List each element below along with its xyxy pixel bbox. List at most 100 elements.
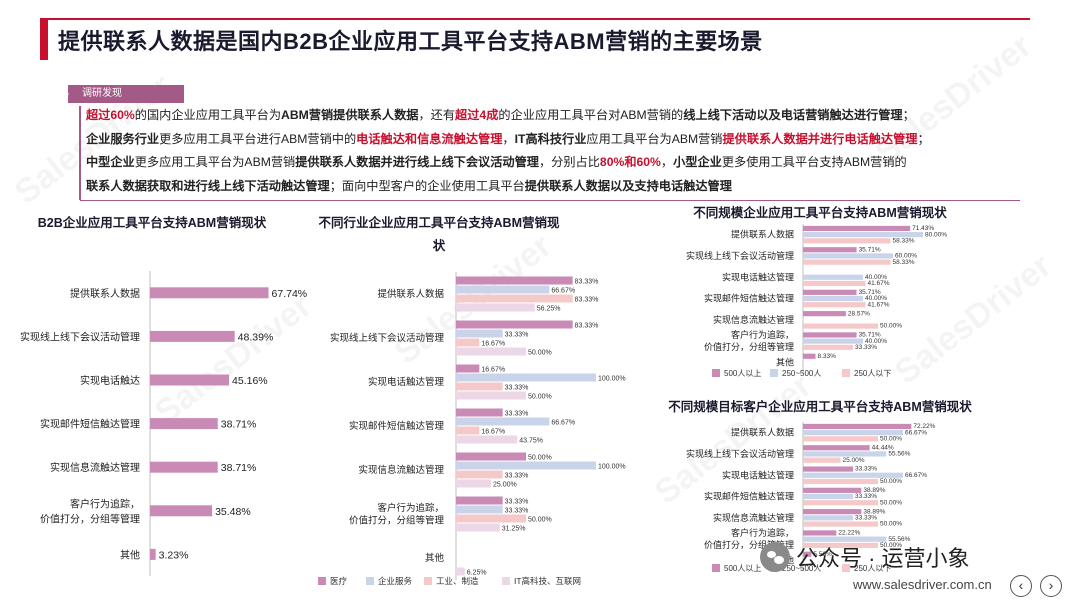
summary-accent-line	[79, 106, 81, 200]
bar	[456, 426, 480, 435]
category-label: 客户行为追踪，	[731, 329, 794, 340]
data-label: 40.00%	[865, 295, 887, 302]
bar	[150, 461, 218, 473]
data-label: 50.00%	[528, 455, 552, 462]
data-label: 80.00%	[925, 231, 947, 238]
data-label: 38.89%	[863, 487, 885, 494]
title-accent-bar	[40, 18, 48, 60]
highlight: 80%和60%	[599, 155, 661, 169]
bar	[456, 329, 503, 338]
bar	[150, 505, 213, 517]
chart-2-title: 不同行业企业应用工具平台支持ABM营销现状	[318, 216, 560, 253]
data-label: 66.67%	[905, 429, 927, 436]
bar	[803, 232, 923, 238]
category-label: 客户行为追踪，	[731, 527, 794, 538]
bar	[456, 382, 503, 391]
text: ，还有	[418, 108, 456, 122]
bar	[456, 435, 518, 444]
summary-line-1: 超过60%的国内企业应用工具平台为ABM营销提供联系人数据，还有超过4成的企业应…	[86, 104, 1026, 128]
bar	[803, 274, 863, 280]
data-label: 50.00%	[880, 499, 902, 506]
highlight: 提供联系人数据并进行电话触达管理	[722, 131, 918, 146]
legend-swatch	[318, 577, 326, 585]
category-label: 客户行为追踪，	[377, 502, 444, 514]
bar	[456, 505, 503, 514]
category-label: 实现线上线下会议活动管理	[686, 250, 794, 261]
bar	[456, 320, 573, 329]
legend-swatch	[770, 369, 778, 377]
data-label: 50.00%	[528, 394, 552, 401]
category-label: 价值打分，分组等管理	[349, 514, 445, 526]
bar	[150, 418, 218, 430]
data-label: 66.67%	[551, 288, 575, 295]
data-label: 38.71%	[221, 462, 257, 474]
bar	[803, 225, 911, 232]
category-label: 实现信息流触达管理	[50, 461, 140, 474]
bar	[456, 338, 480, 347]
category-label: 实现电话触达管理	[722, 469, 794, 480]
summary-line-3: 中型企业更多应用工具平台为ABM营销提供联系人数据并进行线上线下会议活动管理，分…	[86, 151, 1026, 175]
chart-4-title: 不同规模目标客户企业应用工具平台支持ABM营销现状	[668, 400, 972, 414]
data-label: 67.74%	[272, 288, 308, 300]
data-label: 100.00%	[598, 376, 626, 383]
bar	[803, 521, 878, 527]
legend-label: 工业、制造	[436, 576, 479, 586]
data-label: 35.71%	[859, 289, 881, 296]
data-label: 16.67%	[481, 341, 505, 348]
data-label: 40.00%	[865, 274, 887, 281]
bar	[803, 466, 853, 472]
category-label: 提供联系人数据	[377, 288, 444, 300]
legend-label: 500人以上	[724, 369, 761, 378]
data-label: 50.00%	[880, 542, 902, 549]
data-label: 44.44%	[872, 444, 894, 451]
legend-label: IT高科技、互联网	[514, 576, 581, 586]
text: 更多应用工具平台为ABM营销	[134, 155, 296, 169]
findings-badge: 调研发现	[68, 85, 184, 103]
bar	[803, 509, 862, 515]
legend-swatch	[712, 564, 720, 572]
data-label: 22.22%	[838, 530, 860, 537]
category-label: 提供联系人数据	[70, 287, 140, 300]
next-button[interactable]: ›	[1040, 575, 1062, 597]
prev-button[interactable]: ‹	[1010, 575, 1032, 597]
legend-swatch	[842, 369, 850, 377]
bar	[456, 479, 491, 488]
legend-swatch	[424, 577, 432, 585]
emphasis: ABM营销提供联系人数据	[281, 108, 419, 122]
category-label: 实现电话触达管理	[722, 271, 794, 282]
emphasis: 联系人数据获取和进行线上线下活动触达管理	[86, 178, 330, 193]
data-label: 100.00%	[598, 464, 626, 471]
legend-swatch	[502, 577, 510, 585]
category-label: 实现线上线下会议活动管理	[20, 330, 140, 343]
wechat-label: 公众号 · 运营小象	[796, 546, 970, 571]
emphasis: 线上线下活动以及电话营销触达进行管理	[683, 108, 903, 122]
data-label: 50.00%	[880, 435, 902, 442]
bar	[803, 530, 837, 536]
category-label: 实现信息流触达管理	[358, 464, 444, 476]
data-label: 41.67%	[868, 280, 890, 287]
data-label: 31.25%	[502, 526, 526, 533]
bar	[803, 536, 887, 542]
data-label: 33.33%	[855, 466, 877, 473]
legend-label: 250人以下	[854, 369, 891, 378]
bar	[803, 289, 857, 295]
chart-3-title: 不同规模企业应用工具平台支持ABM营销现状	[693, 206, 947, 220]
bar	[803, 295, 863, 302]
data-label: 33.33%	[505, 385, 529, 392]
bar	[456, 470, 503, 479]
legend-label: 250人以下	[854, 564, 891, 573]
category-label: 实现线上线下会议活动管理	[330, 332, 445, 344]
highlight: 超过4成	[455, 108, 499, 122]
site-url[interactable]: www.salesdriver.com.cn	[853, 577, 992, 592]
bar	[456, 461, 596, 470]
data-label: 33.33%	[505, 411, 529, 418]
chart-1-title: B2B企业应用工具平台支持ABM营销现状	[37, 216, 267, 230]
text: ；面向中型客户的企业使用工具平台	[329, 178, 525, 193]
bar	[150, 287, 269, 299]
category-label: 实现信息流触达管理	[713, 314, 794, 325]
bar	[456, 373, 596, 382]
bar	[456, 417, 550, 426]
bar	[150, 374, 230, 386]
bar	[803, 344, 853, 350]
emphasis: 中型企业	[86, 155, 135, 169]
